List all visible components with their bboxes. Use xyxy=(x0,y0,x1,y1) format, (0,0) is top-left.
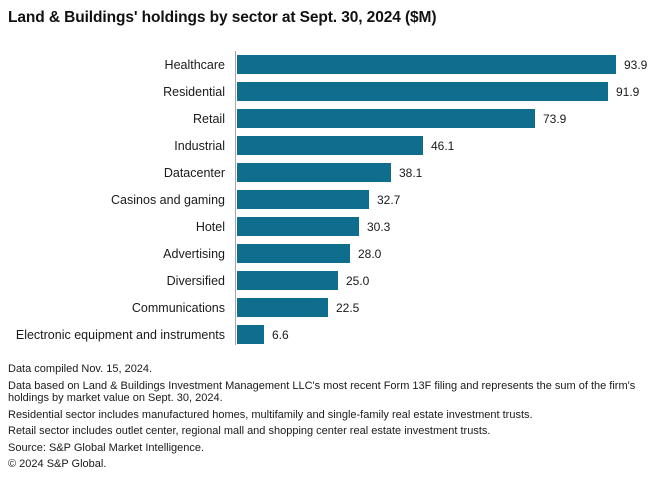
footnote-retail: Retail sector includes outlet center, re… xyxy=(8,425,491,437)
bar-row: Retail 73.9 xyxy=(8,105,652,132)
value-label: 32.7 xyxy=(377,192,401,207)
value-label: 30.3 xyxy=(367,219,391,234)
value-label: 6.6 xyxy=(272,327,289,342)
y-axis-line xyxy=(235,51,236,345)
bar xyxy=(237,55,616,74)
category-label: Communications xyxy=(131,300,225,315)
category-label: Healthcare xyxy=(164,57,225,72)
value-label: 22.5 xyxy=(336,300,360,315)
value-label: 93.9 xyxy=(624,57,648,72)
category-label: Industrial xyxy=(174,138,225,153)
bar-row: Advertising 28.0 xyxy=(8,240,652,267)
category-label: Datacenter xyxy=(163,165,225,180)
category-label: Retail xyxy=(193,111,225,126)
bar xyxy=(237,325,264,344)
footnote-basis: Data based on Land & Buildings Investmen… xyxy=(8,379,636,405)
bar xyxy=(237,217,359,236)
bar xyxy=(237,109,535,128)
footnote-residential: Residential sector includes manufactured… xyxy=(8,408,533,421)
value-label: 46.1 xyxy=(431,138,455,153)
value-label: 28.0 xyxy=(358,246,382,261)
value-label: 73.9 xyxy=(543,111,567,126)
bar xyxy=(237,190,369,209)
category-label: Advertising xyxy=(163,246,225,261)
bar-row: Diversified 25.0 xyxy=(8,267,652,294)
value-label: 25.0 xyxy=(346,273,370,288)
value-label: 38.1 xyxy=(399,165,423,180)
bar xyxy=(237,163,391,182)
bar-row: Residential 91.9 xyxy=(8,78,652,105)
footnote-source: Source: S&P Global Market Intelligence. xyxy=(8,441,205,454)
bar-row: Communications 22.5 xyxy=(8,294,652,321)
bar-row: Industrial 46.1 xyxy=(8,132,652,159)
category-label: Electronic equipment and instruments xyxy=(15,327,225,342)
bar-row: Electronic equipment and instruments 6.6 xyxy=(8,321,652,348)
category-label: Residential xyxy=(163,84,225,99)
bar-chart: Healthcare 93.9 Residential 91.9 Retail … xyxy=(8,51,652,348)
bar xyxy=(237,271,338,290)
bar-row: Casinos and gaming 32.7 xyxy=(8,186,652,213)
bar xyxy=(237,136,423,155)
bar-row: Hotel 30.3 xyxy=(8,213,652,240)
category-label: Diversified xyxy=(166,273,225,288)
category-label: Casinos and gaming xyxy=(111,192,225,207)
bar-row: Datacenter 38.1 xyxy=(8,159,652,186)
bar-row: Healthcare 93.9 xyxy=(8,51,652,78)
footnote-copyright: © 2024 S&P Global. xyxy=(8,458,107,470)
chart-title: Land & Buildings' holdings by sector at … xyxy=(8,9,437,26)
chart-rows: Healthcare 93.9 Residential 91.9 Retail … xyxy=(8,51,652,348)
bar xyxy=(237,82,608,101)
footnote-compiled: Data compiled Nov. 15, 2024. xyxy=(8,363,153,375)
bar xyxy=(237,298,328,317)
value-label: 91.9 xyxy=(616,84,640,99)
category-label: Hotel xyxy=(195,219,225,234)
bar xyxy=(237,244,350,263)
footnotes: Data compiled Nov. 15, 2024. Data based … xyxy=(8,363,656,475)
